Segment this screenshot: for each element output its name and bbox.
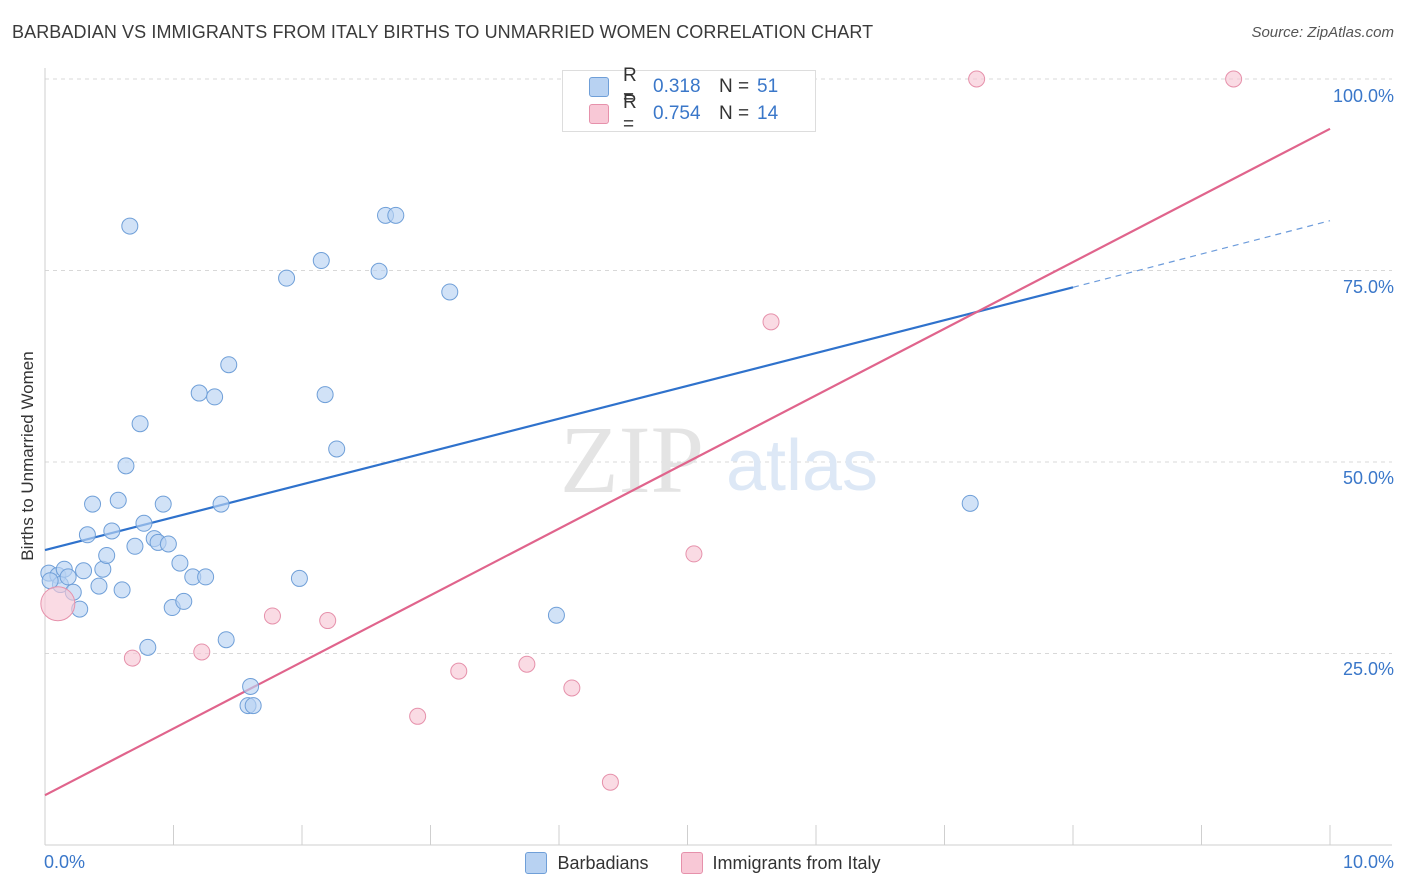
x-tick-label: 0.0% (44, 852, 86, 872)
point-barbadians (547, 606, 565, 624)
legend-swatch-pink (589, 104, 609, 124)
point-barbadians (278, 269, 296, 287)
point-barbadians (126, 537, 144, 555)
point-barbadians (220, 356, 238, 374)
r-value: 0.318 (653, 76, 701, 97)
point-italy (123, 649, 141, 667)
axes (44, 68, 1392, 846)
point-italy (40, 586, 76, 622)
y-tick-label: 75.0% (1342, 277, 1394, 297)
point-barbadians (328, 440, 346, 458)
point-barbadians (387, 206, 405, 224)
n-value: 14 (757, 103, 779, 124)
point-italy (518, 655, 536, 673)
point-barbadians (75, 562, 93, 580)
legend-row-italy: R = 0.754 N = 14 (589, 92, 779, 135)
point-barbadians (212, 495, 230, 513)
point-barbadians (90, 577, 108, 595)
point-italy (409, 707, 427, 725)
point-barbadians (59, 568, 77, 586)
point-barbadians (217, 631, 235, 649)
point-barbadians (312, 252, 330, 270)
point-barbadians (117, 457, 135, 475)
y-tick-label: 100.0% (1332, 86, 1394, 106)
watermark-atlas: atlas (726, 426, 878, 506)
point-barbadians (113, 581, 131, 599)
point-barbadians (290, 569, 308, 587)
n-label: N = (719, 103, 750, 124)
point-barbadians (244, 697, 262, 715)
data-points (40, 70, 1243, 791)
point-barbadians (197, 568, 215, 586)
point-barbadians (139, 638, 157, 656)
point-italy (601, 773, 619, 791)
point-italy (263, 607, 281, 625)
point-barbadians (109, 491, 127, 509)
point-barbadians (206, 388, 224, 406)
r-value: 0.754 (653, 103, 701, 124)
n-label: N = (719, 76, 750, 97)
point-barbadians (370, 262, 388, 280)
point-italy (450, 662, 468, 680)
point-barbadians (103, 522, 121, 540)
point-barbadians (41, 572, 59, 590)
watermark-zip: ZIP (560, 406, 704, 513)
gridlines (45, 78, 1392, 654)
y-tick-label: 50.0% (1342, 468, 1394, 488)
point-italy (685, 545, 703, 563)
point-italy (1225, 70, 1243, 88)
point-barbadians (961, 494, 979, 512)
legend-item-italy: Immigrants from Italy (680, 852, 881, 874)
point-barbadians (242, 677, 260, 695)
point-italy (563, 679, 581, 697)
point-barbadians (84, 495, 102, 513)
y-tick-label: 25.0% (1342, 659, 1394, 679)
point-barbadians (159, 535, 177, 553)
legend-item-barbadians: Barbadians (525, 852, 649, 874)
legend-swatch-blue (589, 77, 609, 97)
legend-label: Immigrants from Italy (712, 852, 881, 873)
point-barbadians (98, 546, 116, 564)
point-barbadians (78, 526, 96, 544)
point-barbadians (316, 386, 334, 404)
legend-swatch-blue (525, 852, 548, 874)
point-barbadians (121, 217, 139, 235)
r-label: R = (623, 65, 637, 108)
point-italy (762, 313, 780, 331)
trendline-barbadians-extension (1072, 220, 1331, 288)
x-tick-label: 10.0% (1342, 852, 1394, 872)
correlation-legend: R = 0.318 N = 51 R = 0.754 N = 14 (562, 65, 816, 135)
trendline-italy (44, 127, 1331, 797)
point-barbadians (171, 554, 189, 572)
n-value: 51 (757, 76, 779, 97)
trendline-barbadians (44, 286, 1074, 552)
point-barbadians (131, 415, 149, 433)
legend-label: Barbadians (557, 852, 649, 873)
point-barbadians (175, 592, 193, 610)
point-italy (193, 643, 211, 661)
series-legend: Barbadians Immigrants from Italy (0, 852, 1406, 874)
r-label: R = (623, 92, 637, 135)
legend-row-barbadians: R = 0.318 N = 51 (589, 65, 779, 108)
chart-source: Source: ZipAtlas.com (1251, 24, 1394, 41)
point-barbadians (190, 384, 208, 402)
point-italy (968, 70, 986, 88)
point-barbadians (154, 495, 172, 513)
legend-swatch-pink (680, 852, 703, 874)
point-italy (319, 612, 337, 630)
chart-title: BARBADIAN VS IMMIGRANTS FROM ITALY BIRTH… (12, 22, 874, 42)
point-barbadians (135, 514, 153, 532)
point-barbadians (441, 283, 459, 301)
